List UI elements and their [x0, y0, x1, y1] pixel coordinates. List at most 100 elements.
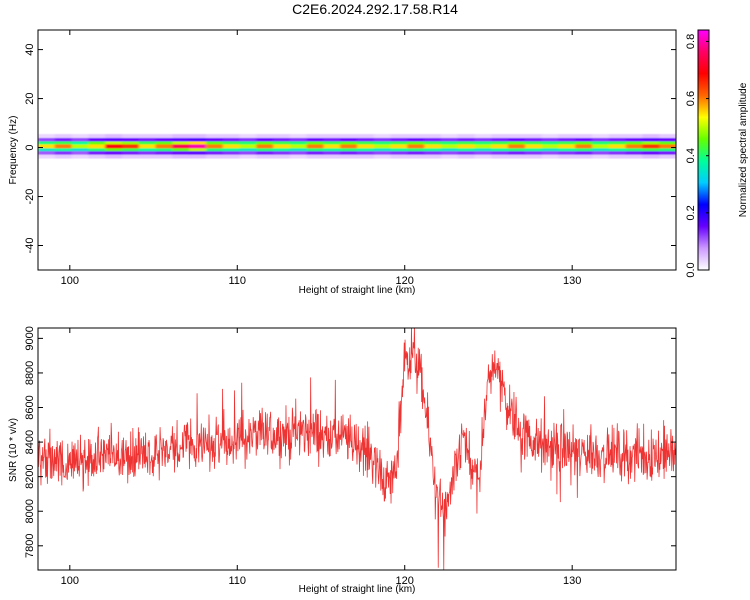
- heatmap-cell: [541, 134, 560, 138]
- heatmap-cell: [491, 134, 509, 138]
- heatmap-cell: [105, 144, 123, 149]
- heatmap-cell: [205, 154, 224, 159]
- heatmap-cell: [642, 138, 660, 142]
- heatmap-cell: [608, 141, 627, 146]
- heatmap-cell: [357, 147, 375, 152]
- heatmap-cell: [306, 154, 325, 159]
- heatmap-cell: [71, 147, 89, 152]
- heatmap-cell: [340, 134, 358, 138]
- heatmap-cell: [373, 150, 392, 155]
- heatmap-cell: [608, 138, 627, 142]
- heatmap-cell: [289, 134, 308, 138]
- heatmap-cell: [172, 138, 190, 142]
- heatmap-cell: [424, 138, 442, 142]
- heatmap-cell: [155, 134, 173, 138]
- heatmap-cell: [440, 150, 459, 155]
- heatmap-cell: [608, 144, 627, 149]
- snr-x-axis-label: Height of straight line (km): [299, 584, 416, 595]
- heatmap-cell: [239, 138, 257, 142]
- heatmap-cell: [88, 150, 106, 155]
- spectrogram-frame: [37, 29, 677, 271]
- heatmap-cell: [340, 144, 358, 149]
- heatmap-cell: [155, 154, 173, 159]
- heatmap-cell: [474, 150, 492, 155]
- heatmap-cell: [155, 150, 173, 155]
- heatmap-cell: [323, 138, 341, 142]
- heatmap-cell: [608, 147, 627, 152]
- heatmap-cell: [390, 144, 408, 149]
- heatmap-cell: [289, 141, 308, 146]
- snr-y-axis-label: SNR (10 * v/v): [8, 418, 19, 482]
- heatmap-cell: [357, 138, 375, 142]
- colorbar-tick-label: 0.6: [685, 91, 697, 106]
- heatmap-cell: [172, 134, 190, 138]
- heatmap-cell: [575, 134, 593, 138]
- heatmap-cell: [440, 138, 459, 142]
- colorbar-tick-label: 0.4: [685, 148, 697, 163]
- heatmap-cell: [390, 141, 408, 146]
- heatmap-cell: [575, 147, 593, 152]
- heatmap-cell: [592, 147, 610, 152]
- y-tick-label: 8000: [24, 499, 36, 523]
- heatmap-cell: [189, 134, 207, 138]
- heatmap-cell: [491, 147, 509, 152]
- heatmap-cell: [659, 138, 676, 142]
- heatmap-cell: [323, 150, 341, 155]
- heatmap-cell: [222, 138, 241, 142]
- heatmap-cell: [659, 150, 676, 155]
- heatmap-cell: [508, 150, 526, 155]
- y-tick-label: 0: [24, 144, 36, 150]
- heatmap-cell: [256, 141, 274, 146]
- heatmap-cell: [189, 144, 207, 149]
- heatmap-cell: [306, 138, 325, 142]
- spectrogram-panel: 100 110 120 130 40 20 0 -20 -40 Height of strai…: [8, 29, 677, 296]
- heatmap-cell: [558, 134, 576, 138]
- heatmap-cell: [172, 154, 190, 159]
- heatmap-cell: [121, 154, 140, 159]
- heatmap-cell: [474, 138, 492, 142]
- heatmap-cell: [558, 141, 576, 146]
- heatmap-cell: [659, 144, 676, 149]
- x-tick-label: 100: [61, 575, 79, 587]
- heatmap-cell: [659, 141, 676, 146]
- heatmap-cell: [659, 147, 676, 152]
- spectrogram-y-axis-label: Frequency (Hz): [8, 116, 19, 185]
- heatmap-cell: [172, 141, 190, 146]
- heatmap-cell: [491, 138, 509, 142]
- heatmap-cell: [71, 138, 89, 142]
- heatmap-cell: [121, 138, 140, 142]
- heatmap-cell: [592, 141, 610, 146]
- heatmap-cell: [289, 138, 308, 142]
- heatmap-cell: [390, 150, 408, 155]
- colorbar-label: Normalized spectral amplitude: [738, 82, 749, 217]
- heatmap-cell: [373, 154, 392, 159]
- y-tick-label: -20: [24, 189, 36, 205]
- heatmap-cell: [491, 144, 509, 149]
- heatmap-cell: [357, 134, 375, 138]
- heatmap-cell: [54, 154, 73, 159]
- heatmap-cell: [189, 150, 207, 155]
- heatmap-cell: [424, 147, 442, 152]
- heatmap-cell: [575, 141, 593, 146]
- heatmap-cell: [575, 138, 593, 142]
- heatmap-cell: [508, 144, 526, 149]
- heatmap-cell: [54, 150, 73, 155]
- heatmap-cell: [541, 150, 560, 155]
- heatmap-cell: [38, 138, 56, 142]
- heatmap-cell: [138, 147, 157, 152]
- heatmap-cell: [575, 144, 593, 149]
- heatmap-cell: [88, 134, 106, 138]
- heatmap-cell: [642, 150, 660, 155]
- heatmap-cell: [256, 154, 274, 159]
- heatmap-cell: [256, 147, 274, 152]
- heatmap-cell: [88, 141, 106, 146]
- heatmap-cell: [508, 141, 526, 146]
- heatmap-cell: [205, 141, 224, 146]
- heatmap-cell: [541, 147, 560, 152]
- heatmap-cell: [323, 144, 341, 149]
- heatmap-cell: [222, 141, 241, 146]
- heatmap-cell: [625, 138, 644, 142]
- heatmap-cell: [424, 144, 442, 149]
- heatmap-cell: [323, 147, 341, 152]
- heatmap-cell: [407, 144, 425, 149]
